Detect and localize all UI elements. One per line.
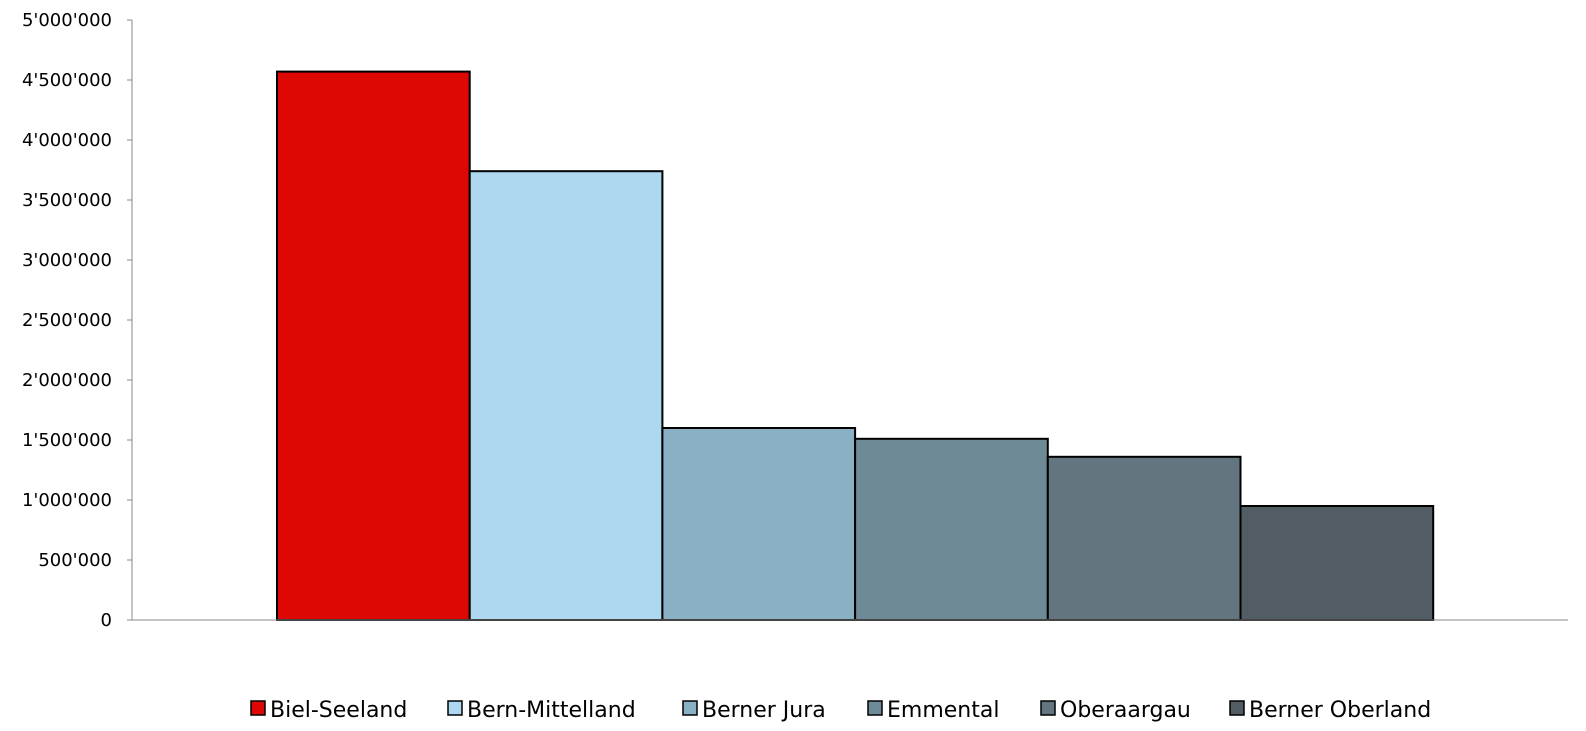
y-tick-label: 0: [101, 610, 112, 631]
legend-swatch: [682, 700, 698, 716]
y-tick-label: 4'500'000: [22, 70, 112, 91]
legend-label: Oberaargau: [1060, 698, 1191, 723]
y-tick-label: 1'000'000: [22, 490, 112, 511]
bar-bern-mittelland: [468, 170, 664, 621]
y-tick-label: 5'000'000: [22, 10, 112, 31]
bars: [276, 70, 1435, 622]
legend-label: Biel-Seeland: [270, 698, 407, 723]
legend-swatch: [447, 700, 463, 716]
bar-emmental: [854, 437, 1049, 621]
legend-label: Bern-Mittelland: [467, 698, 636, 723]
y-tick-label: 500'000: [38, 550, 112, 571]
legend: Biel-Seeland Bern-Mittelland Berner Jura Em…: [250, 698, 1431, 723]
legend-swatch: [250, 700, 266, 716]
legend-swatch: [867, 700, 883, 716]
bar-berner-jura: [661, 427, 857, 621]
legend-label: Emmental: [887, 698, 999, 723]
y-tick-label: 3'500'000: [22, 190, 112, 211]
legend-label: Berner Jura: [702, 698, 826, 723]
legend-label: Berner Oberland: [1249, 698, 1431, 723]
y-tick-label: 2'000'000: [22, 370, 112, 391]
y-tick-label: 3'000'000: [22, 250, 112, 271]
y-tick-label: 4'000'000: [22, 130, 112, 151]
y-tick-label: 1'500'000: [22, 430, 112, 451]
bar-berner-oberland: [1239, 505, 1435, 621]
legend-swatch: [1229, 700, 1245, 716]
legend-swatch: [1040, 700, 1056, 716]
bar-biel-seeland: [276, 70, 471, 622]
y-tick-label: 2'500'000: [22, 310, 112, 331]
y-axis: 0 500'000 1'000'000 1'500'000 2'000'000 2'500…: [22, 10, 133, 631]
bar-oberaargau: [1046, 455, 1242, 621]
